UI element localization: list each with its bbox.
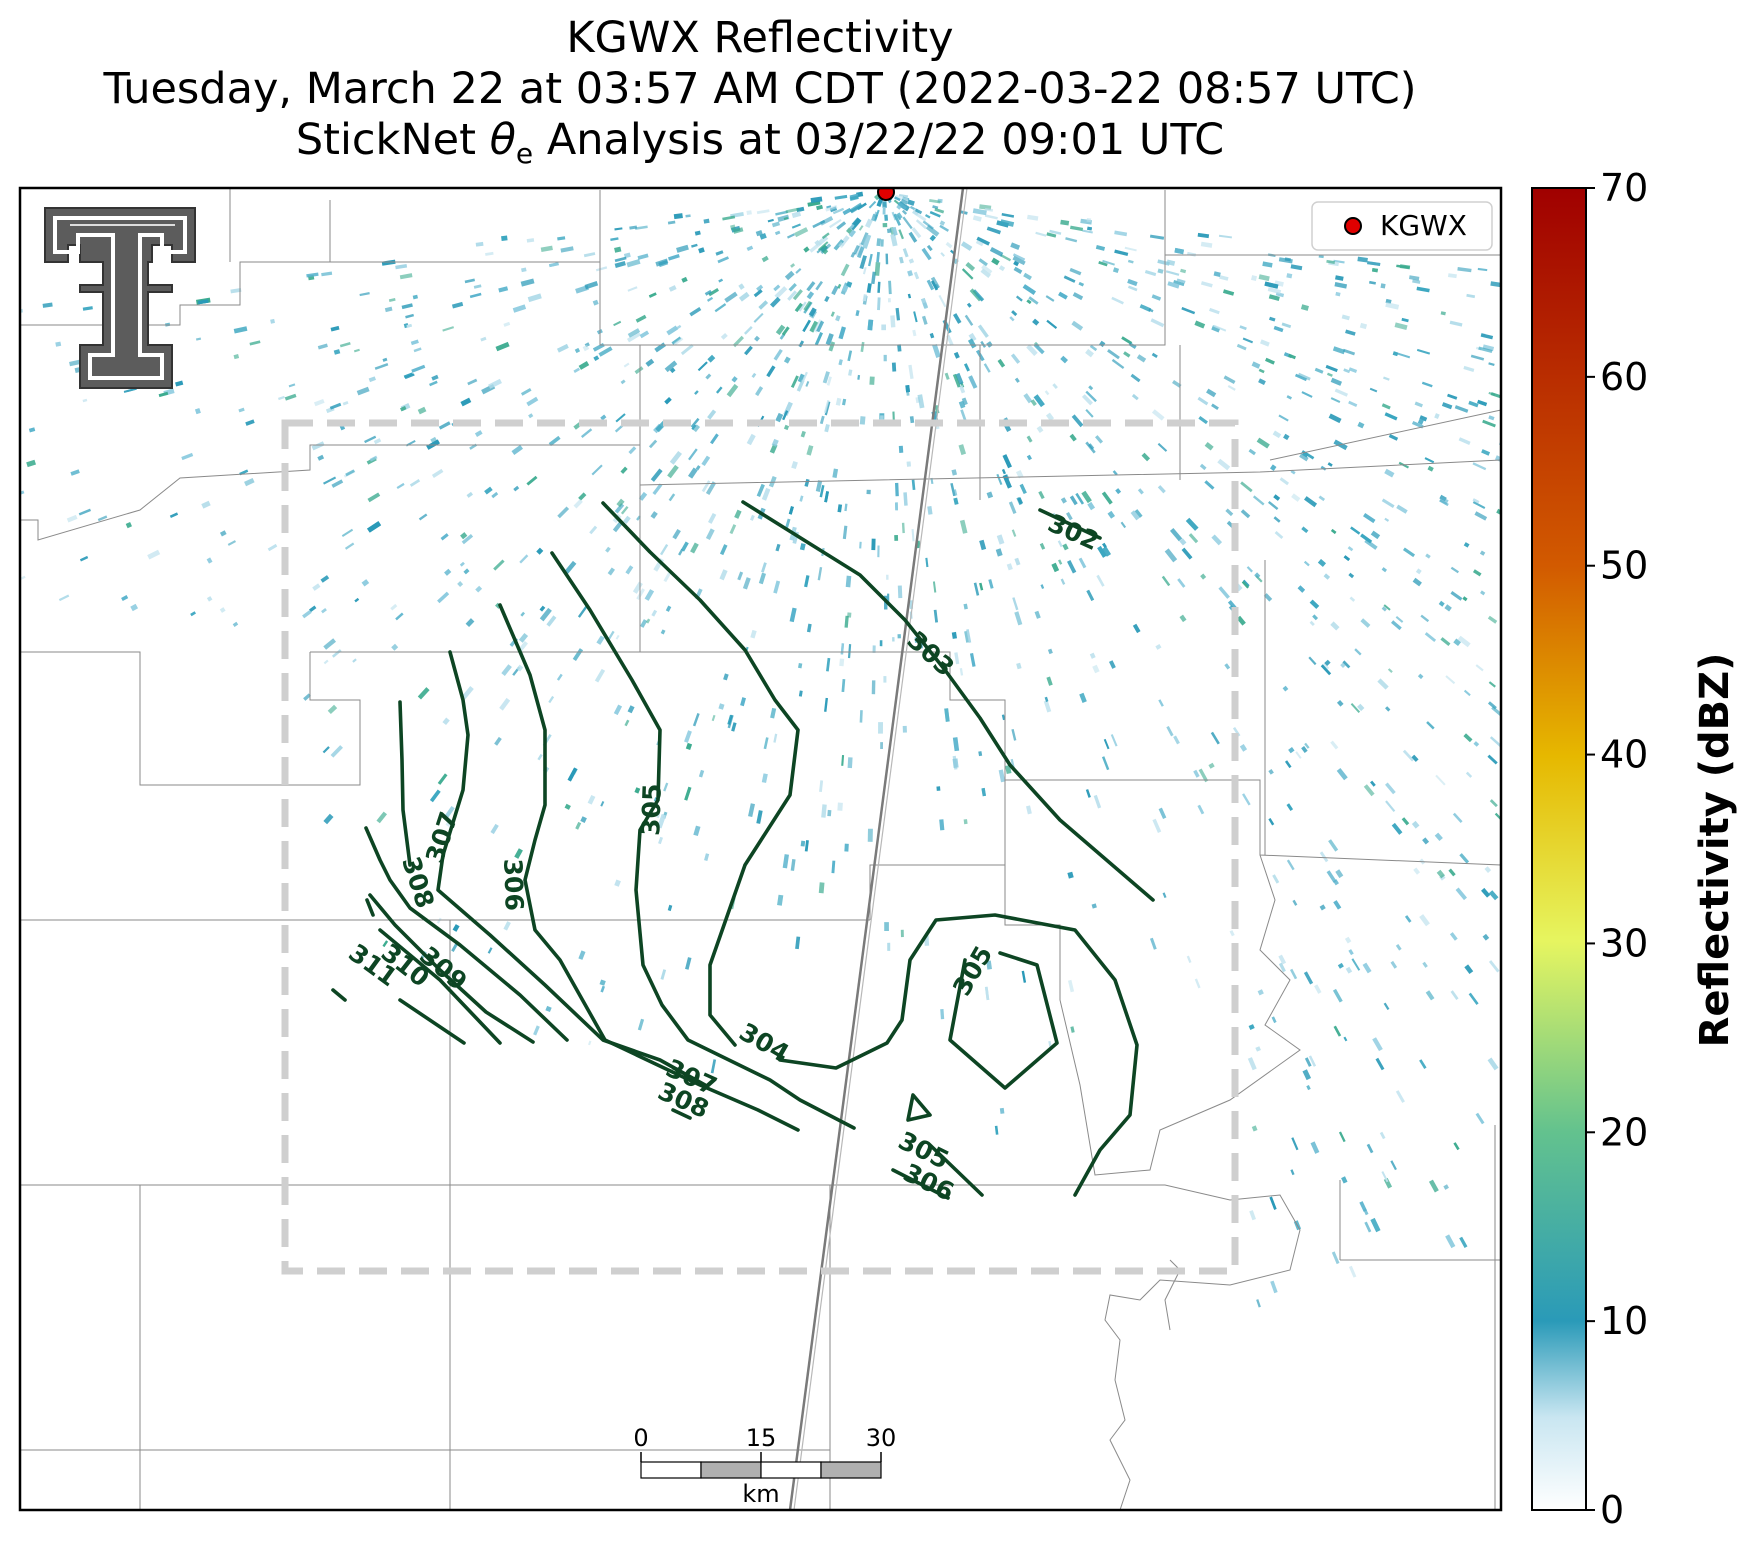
colorbar-tick-label: 50	[1600, 544, 1648, 588]
highway-line	[788, 188, 965, 1510]
contour-304b	[778, 913, 1139, 1197]
theta-e-contours	[331, 500, 1155, 1200]
colorbar-tick-label: 40	[1600, 733, 1648, 777]
county-boundaries	[20, 188, 1501, 1510]
contour-306-tail	[891, 1168, 950, 1200]
contour-305-inner	[948, 951, 1059, 1090]
contour-308	[398, 700, 412, 867]
contour-303	[741, 500, 1155, 902]
contour-304	[601, 501, 800, 1047]
colorbar-tick-label: 10	[1600, 1299, 1648, 1343]
colorbar-tick-label: 70	[1600, 166, 1648, 210]
contour-310b	[378, 928, 502, 1045]
scale-tick: 15	[746, 1424, 777, 1452]
contour-308b	[364, 826, 569, 1042]
colorbar-label: Reflectivity (dBZ)	[1692, 653, 1738, 1048]
texas-tech-logo	[44, 207, 196, 389]
contour-305	[550, 551, 856, 1130]
colorbar: 0 10 20 30 40 50 60 70 Reflectivity (dBZ)	[1531, 166, 1738, 1532]
legend: KGWX	[1311, 201, 1493, 251]
scale-unit: km	[742, 1480, 779, 1508]
colorbar-tick-label: 20	[1600, 1110, 1648, 1154]
analysis-domain-box	[281, 419, 1239, 1275]
map-area: 302 303 304 305 305 305 306 306 307 307 …	[20, 188, 1501, 1510]
contour-302	[1038, 508, 1102, 540]
colorbar-tick-label: 60	[1600, 355, 1648, 399]
colorbar-gradient	[1531, 187, 1587, 1511]
legend-marker	[1344, 217, 1362, 235]
scale-tick: 30	[866, 1424, 897, 1452]
contour-306	[498, 603, 800, 1132]
contour-311b	[398, 998, 466, 1045]
contour-305-tail	[928, 1143, 984, 1197]
contour-label: 305	[636, 783, 667, 836]
title-line-3: StickNet θe Analysis at 03/22/22 09:01 U…	[296, 115, 1224, 170]
scale-bar: 0 15 30 km	[633, 1424, 896, 1508]
colorbar-tick-label: 0	[1600, 1488, 1624, 1532]
colorbar-tick-label: 30	[1600, 921, 1648, 965]
map-frame	[18, 186, 1503, 1512]
contour-305-small	[906, 1093, 932, 1122]
title-line-1: KGWX Reflectivity	[566, 13, 953, 63]
scale-tick: 0	[633, 1424, 648, 1452]
legend-label: KGWX	[1380, 209, 1467, 242]
contour-310	[365, 898, 375, 917]
radar-site-marker	[877, 188, 895, 201]
contour-311	[331, 988, 347, 1002]
contour-308-tail	[671, 1108, 692, 1120]
contour-307	[436, 650, 707, 1087]
title-line-2: Tuesday, March 22 at 03:57 AM CDT (2022-…	[102, 64, 1416, 114]
contour-309	[368, 893, 535, 1044]
contour-label: 306	[498, 858, 529, 911]
